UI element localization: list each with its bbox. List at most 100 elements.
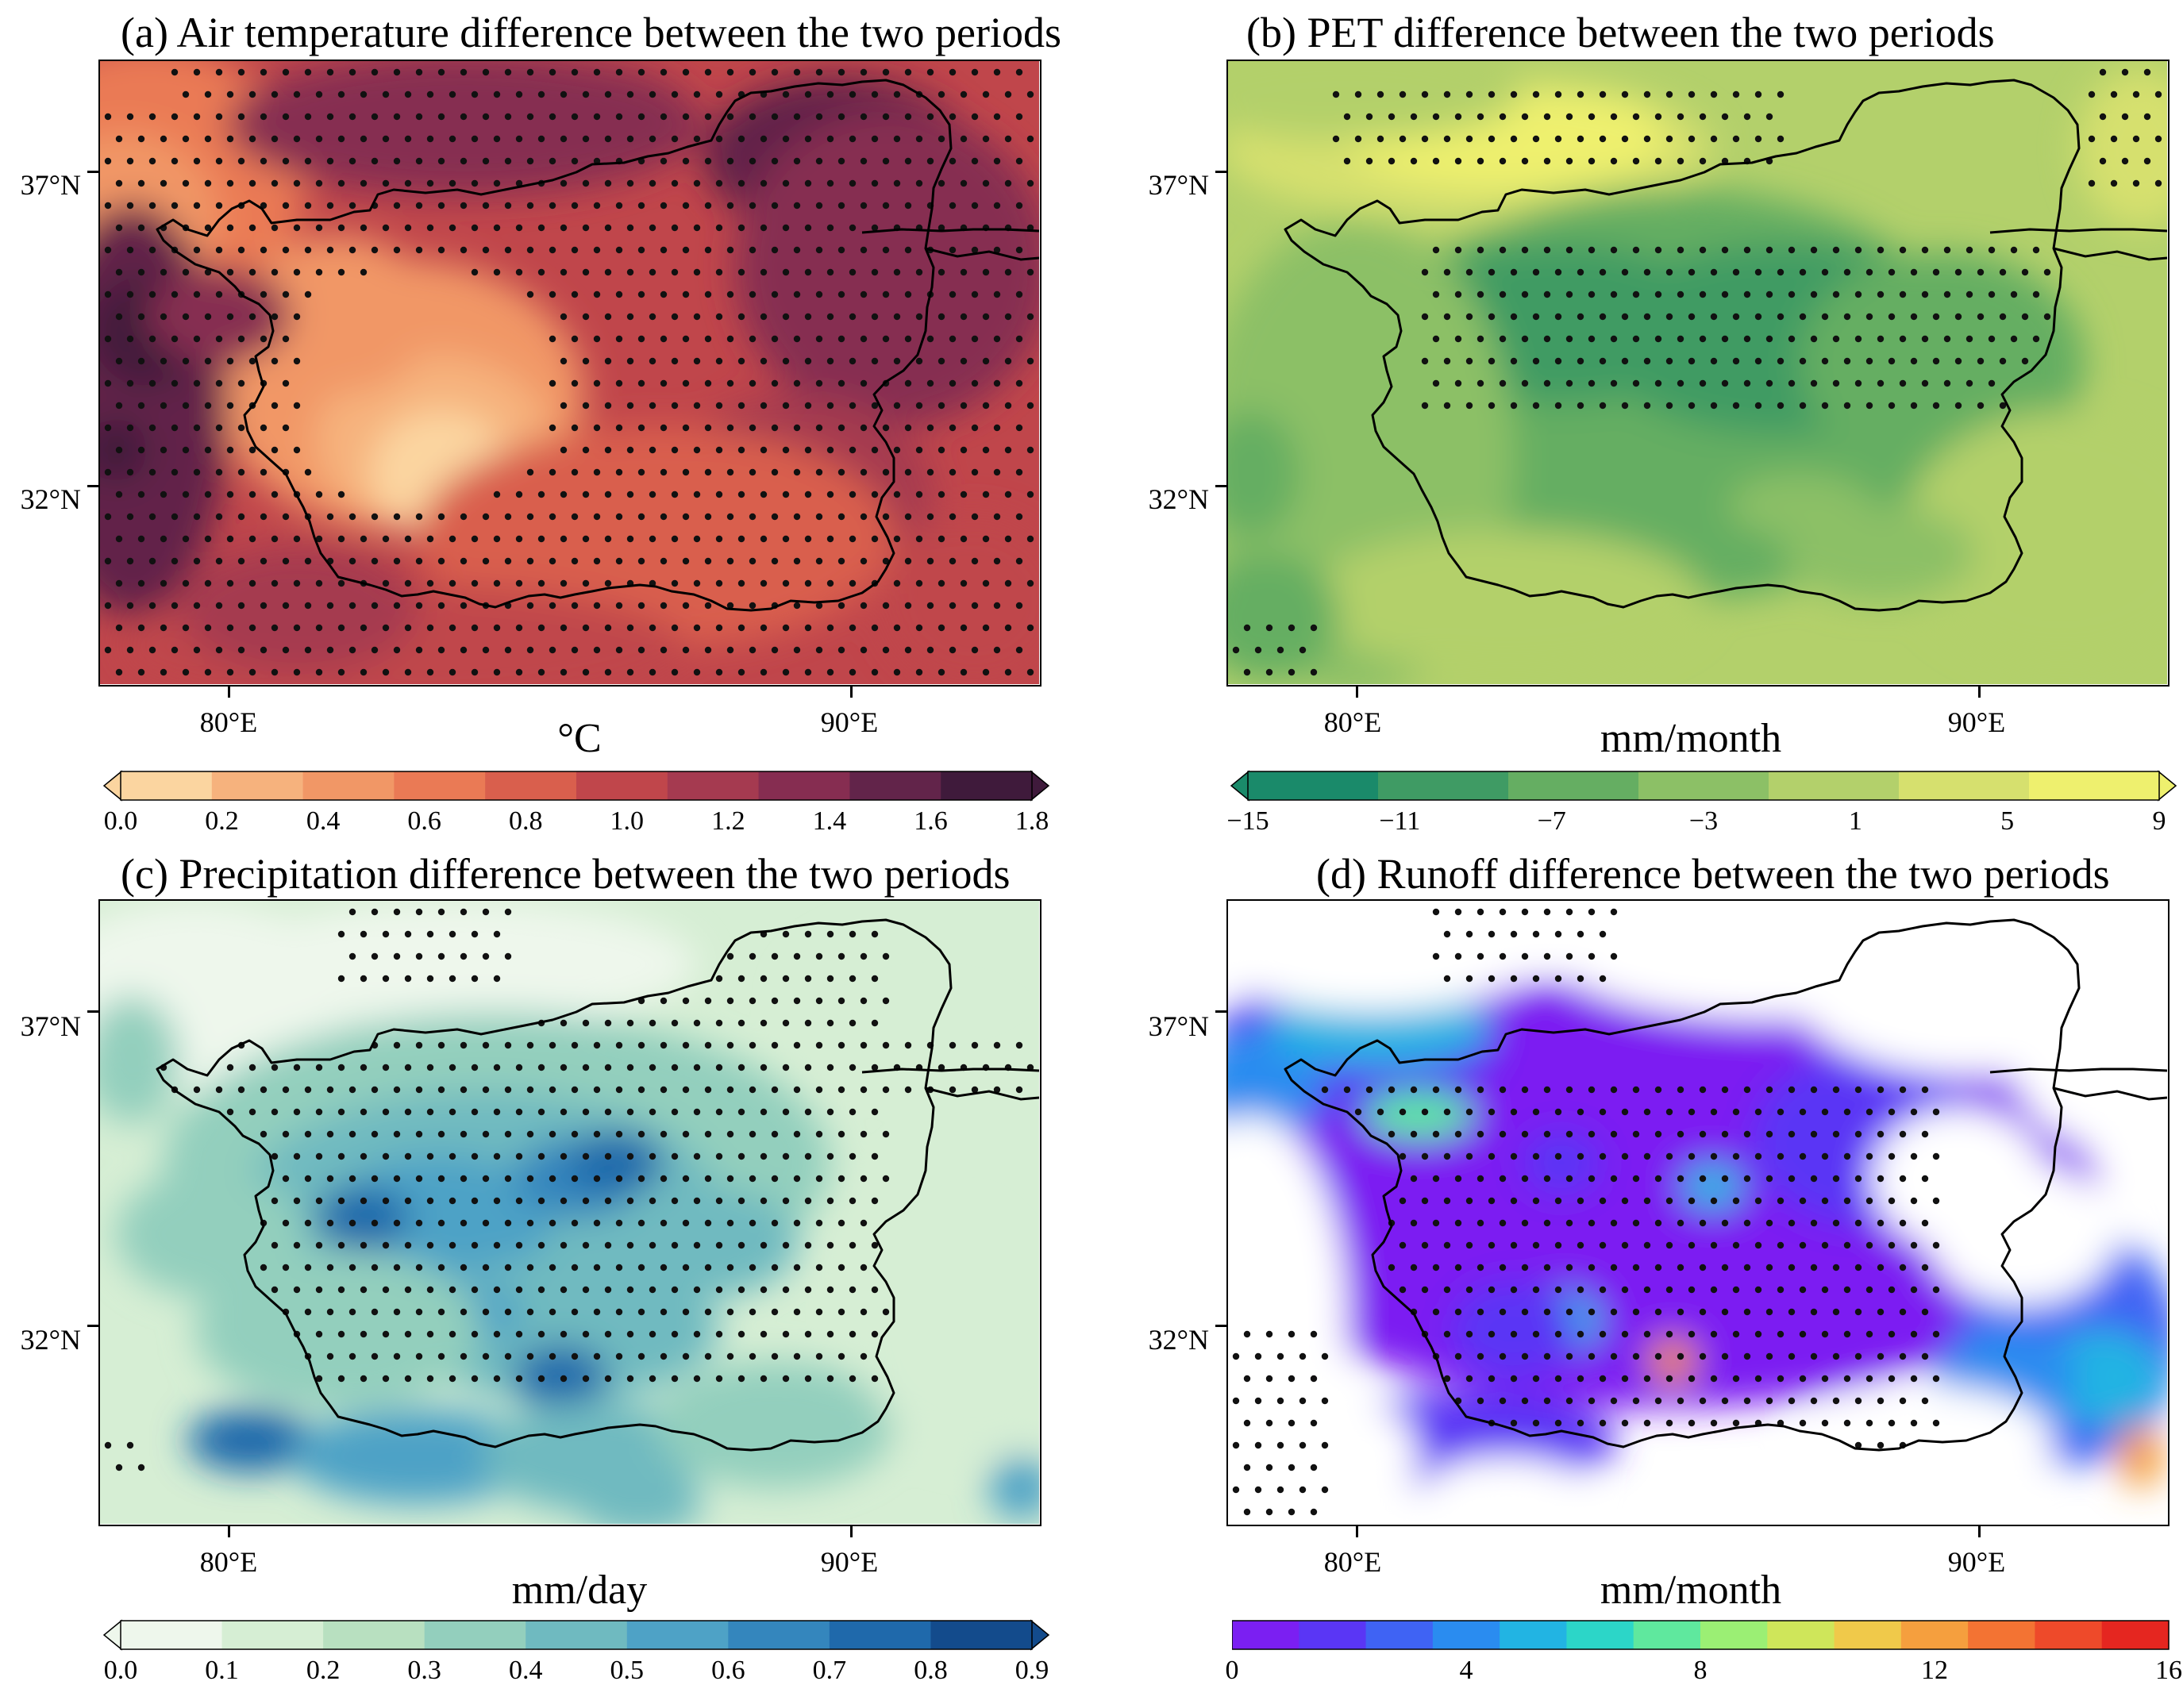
panel-a-stipple-dot [849,668,857,676]
panel-b-stipple-dot [1910,313,1918,321]
panel-a-stipple-dot [671,402,679,410]
panel-d-stipple-dot [1254,1441,1262,1449]
panel-a-stipple-dot [726,113,734,121]
panel-d-stipple-dot [1488,1286,1496,1294]
panel-b-stipple-dot [1543,246,1551,254]
panel-a-stipple-dot [104,557,112,565]
panel-c-stipple-dot [660,997,668,1005]
panel-d-stipple-dot [1599,1152,1607,1160]
panel-c-stipple-dot [326,1175,334,1183]
panel-d-stipple-dot [1754,1108,1762,1116]
panel-a-stipple-dot [626,624,634,632]
panel-a-stipple-dot [604,357,612,365]
panel-c-stipple-dot [949,1041,957,1049]
panel-b-stipple-dot [1710,268,1718,276]
panel-b-stipple-dot [1577,268,1584,276]
panel-c-stipple-dot [660,1175,668,1183]
panel-a-stipple-dot [337,224,345,232]
panel-c-stipple-dot [271,1152,279,1160]
panel-a-stipple-dot [1015,646,1023,654]
panel-a-stipple-dot [226,135,234,143]
panel-d-stipple-dot [1788,1397,1796,1405]
panel-b-stipple-dot [1699,157,1707,165]
panel-c-stipple-dot [504,1219,512,1227]
panel-a-stipple-dot [682,468,690,476]
panel-a-stipple-dot [637,335,645,343]
panel-d-stipple-dot [1610,1264,1618,1271]
panel-b-stipple-dot [2088,135,2096,143]
panel-a-stipple-dot [860,379,868,387]
panel-c-stipple-dot [682,1352,690,1360]
panel-c-stipple-dot [704,1308,712,1316]
panel-c-stipple-dot [782,1241,790,1249]
panel-a-stipple-dot [826,224,834,232]
panel-c-stipple-dot [871,1330,879,1338]
panel-a-stipple-dot [849,446,857,454]
panel-c-stipple-dot [815,1175,823,1183]
panel-a-stipple-dot [237,246,245,254]
panel-a-stipple-dot [460,557,468,565]
panel-c-stipple-dot [860,1086,868,1094]
panel-b-stipple-dot [1477,113,1484,121]
panel-b-stipple-dot [1599,135,1607,143]
panel-a-stipple-dot [993,602,1001,610]
panel-c-stipple-dot [515,1375,523,1383]
panel-a-stipple-dot [837,68,845,76]
panel-b-stipple-dot [1699,113,1707,121]
panel-a-stipple-dot [671,624,679,632]
panel-a-stipple-dot [1015,602,1023,610]
panel-d-stipple-dot [1910,1330,1918,1338]
panel-c-stipple-dot [582,1108,590,1116]
panel-a-stipple-dot [660,202,668,210]
panel-a-stipple-dot [904,246,912,254]
panel-c-stipple-dot [804,1286,812,1294]
panel-a-stipple-dot [160,490,167,498]
panel-c-stipple-dot [937,1064,945,1071]
panel-a-stipple-dot [593,290,601,298]
panel-d-stipple-dot [1499,1219,1507,1227]
panel-a-stipple-dot [971,646,979,654]
panel-d-colorbar-swatch [1299,1621,1367,1649]
panel-a-stipple-dot [504,202,512,210]
panel-a-stipple-dot [126,513,134,521]
panel-d-colorbar-tick-label: 0 [1225,1656,1239,1685]
panel-a-stipple-dot [915,624,923,632]
panel-b-stipple-dot [1543,157,1551,165]
panel-a-stipple-dot [515,668,523,676]
panel-c-stipple-dot [626,1286,634,1294]
panel-a-stipple-dot [326,68,334,76]
panel-c-stipple-dot [837,1175,845,1183]
panel-c-stipple-dot [726,952,734,960]
panel-c-stipple-dot [282,1219,290,1227]
panel-d-stipple-dot [1621,1375,1629,1383]
panel-a-stipple-dot [604,224,612,232]
panel-a-stipple-dot [893,402,901,410]
panel-d-stipple-dot [1921,1130,1929,1138]
panel-a-stipple-dot [993,202,1001,210]
panel-c-stipple-dot [804,1064,812,1071]
panel-d-stipple-dot [1454,1308,1462,1316]
panel-a-stipple-dot [160,135,167,143]
panel-a-stipple-dot [237,113,245,121]
panel-d-stipple-dot [1632,1352,1640,1360]
panel-c-stipple-dot [504,908,512,916]
panel-a-stipple-dot [737,490,745,498]
panel-c-stipple-dot [471,1330,479,1338]
panel-d-stipple-dot [1543,1130,1551,1138]
panel-b-stipple-dot [1910,402,1918,410]
panel-d-stipple-dot [1643,1108,1651,1116]
panel-a-stipple-dot [360,179,368,187]
panel-c-colorbar-swatch [526,1621,628,1649]
panel-a-stipple-dot [437,68,445,76]
panel-c-stipple-dot [493,1108,501,1116]
panel-a-stipple-dot [104,468,112,476]
panel-a-stipple-dot [804,313,812,321]
panel-a-stipple-dot [871,224,879,232]
panel-d-stipple-dot [1454,952,1462,960]
panel-a-stipple-dot [760,135,768,143]
panel-c-stipple-dot [526,1041,534,1049]
panel-d-stipple-dot [1265,1375,1273,1383]
panel-d-stipple-dot [1577,1419,1584,1427]
panel-a-colorbar-swatch [302,771,395,800]
panel-a-stipple-dot [615,68,623,76]
